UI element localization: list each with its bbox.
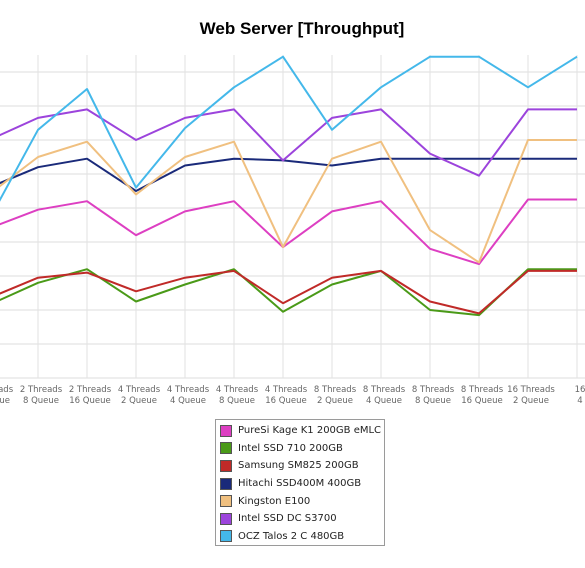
- legend-label: Intel SSD DC S3700: [238, 513, 337, 525]
- legend-label: Intel SSD 710 200GB: [238, 442, 343, 454]
- legend-label: OCZ Talos 2 C 480GB: [238, 530, 345, 542]
- series-line-4: [0, 139, 577, 264]
- series-line-2: [0, 269, 577, 315]
- x-tick-label: 4 Threads 16 Queue: [265, 385, 308, 406]
- x-tick-label: 4 Threads 4 Queue: [167, 385, 210, 406]
- legend-swatch: [220, 512, 232, 525]
- legend-label: Hitachi SSD400M 400GB: [238, 478, 362, 490]
- series-line-5: [0, 108, 577, 177]
- x-tick-label: 4 Threads 2 Queue: [118, 385, 161, 406]
- legend-swatch: [220, 442, 232, 455]
- x-tick-label: 16 Threads 2 Queue: [507, 385, 555, 406]
- legend-item: Intel SSD DC S3700: [220, 510, 384, 528]
- legend-swatch: [220, 459, 232, 472]
- legend-item: Kingston E100: [220, 492, 384, 510]
- legend-item: PureSi Kage K1 200GB eMLC: [220, 422, 384, 440]
- legend-item: Samsung SM825 200GB: [220, 457, 384, 475]
- x-tick-label: 16 4: [575, 385, 585, 406]
- x-tick-label: 2 Threads 8 Queue: [20, 385, 63, 406]
- legend-item: OCZ Talos 2 C 480GB: [220, 528, 384, 546]
- legend-label: PureSi Kage K1 200GB eMLC: [238, 425, 382, 437]
- legend-label: Samsung SM825 200GB: [238, 460, 359, 472]
- x-tick-label: 8 Threads 2 Queue: [314, 385, 357, 406]
- legend-swatch: [220, 424, 232, 437]
- x-tick-label: 8 Threads 8 Queue: [412, 385, 455, 406]
- legend-item: Hitachi SSD400M 400GB: [220, 475, 384, 493]
- series-line-1: [0, 268, 577, 317]
- legend-item: Intel SSD 710 200GB: [220, 440, 384, 458]
- legend-label: Kingston E100: [238, 495, 311, 507]
- x-tick-label: 8 Threads 16 Queue: [461, 385, 504, 406]
- chart-legend: PureSi Kage K1 200GB eMLC Intel SSD 710 2…: [215, 419, 385, 546]
- legend-swatch: [220, 495, 232, 508]
- x-tick-label: 8 Threads 4 Queue: [363, 385, 406, 406]
- x-tick-label: 4 Threads 8 Queue: [216, 385, 259, 406]
- series-line-6: [0, 55, 578, 202]
- x-tick-label: 2 Threads 16 Queue: [69, 385, 112, 406]
- legend-swatch: [220, 530, 232, 543]
- chart-title: Web Server [Throughput]: [199, 19, 405, 38]
- series-lines: [0, 55, 578, 317]
- legend-swatch: [220, 477, 232, 490]
